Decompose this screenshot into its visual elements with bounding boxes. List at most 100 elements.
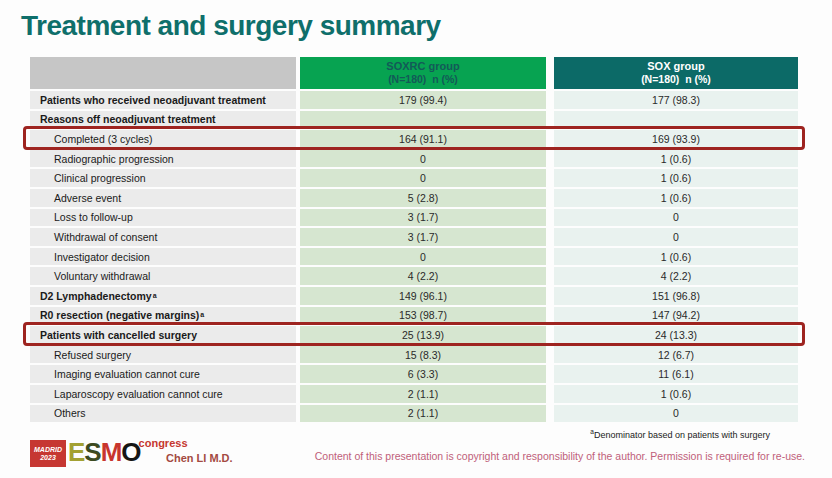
row-label: Others (30, 405, 296, 423)
madrid-2023-badge: MADRID 2023 (30, 440, 66, 467)
sox-value: 1 (0.6) (554, 169, 798, 187)
table-row: Refused surgery15 (8.3)12 (6.7) (30, 346, 798, 364)
soxrc-group-sublabel: (N=180) n (%) (388, 73, 458, 86)
column-gap (546, 228, 554, 246)
sox-value: 0 (554, 209, 798, 227)
column-gap (546, 307, 554, 325)
table-row: Patients who received neoadjuvant treatm… (30, 91, 798, 109)
table-row: Others2 (1.1) 0 (30, 405, 798, 423)
column-gap (546, 130, 554, 148)
sox-value: 0 (554, 405, 798, 423)
page-title: Treatment and surgery summary (21, 10, 441, 42)
soxrc-group-label: SOXRC group (386, 60, 459, 74)
soxrc-value: 0 (300, 150, 546, 168)
sox-value: 1 (0.6) (554, 189, 798, 207)
row-label: Adverse event (30, 189, 296, 207)
table-row: Investigator decision0 1 (0.6) (30, 248, 798, 266)
soxrc-value: 15 (8.3) (300, 346, 546, 364)
table-header: SOXRC group (N=180) n (%) SOX group (N=1… (30, 57, 798, 89)
soxrc-value (300, 111, 546, 129)
esmo-wordmark: ESMO (68, 439, 141, 465)
sox-value: 169 (93.9) (554, 130, 798, 148)
soxrc-value: 0 (300, 248, 546, 266)
copyright-notice: Content of this presentation is copyrigh… (315, 450, 805, 462)
soxrc-value: 2 (1.1) (300, 405, 546, 423)
table-row: Radiographic progression01 (0.6) (30, 150, 798, 168)
row-label: Reasons off neoadjuvant treatment (30, 111, 296, 129)
row-label: Voluntary withdrawal (30, 267, 296, 285)
table-row: Adverse event5 (2.8) 1 (0.6) (30, 189, 798, 207)
row-label: Patients with cancelled surgery (30, 326, 296, 344)
column-gap (546, 209, 554, 227)
soxrc-value: 3 (1.7) (300, 209, 546, 227)
sox-value (554, 111, 798, 129)
summary-table: SOXRC group (N=180) n (%) SOX group (N=1… (30, 57, 798, 424)
column-gap (546, 385, 554, 403)
table-row: Patients with cancelled surgery25 (13.9)… (30, 326, 798, 344)
column-gap (546, 346, 554, 364)
sox-column-header: SOX group (N=180) n (%) (554, 57, 798, 89)
presenter-name: Chen LI M.D. (166, 452, 233, 464)
corner-cell (30, 57, 296, 89)
sox-value: 151 (96.8) (554, 287, 798, 305)
sox-value: 24 (13.3) (554, 326, 798, 344)
column-gap (546, 405, 554, 423)
sox-group-sublabel: (N=180) n (%) (641, 73, 711, 86)
sox-value: 147 (94.2) (554, 307, 798, 325)
soxrc-column-header: SOXRC group (N=180) n (%) (300, 57, 546, 89)
sox-group-label: SOX group (647, 60, 704, 74)
footnote: aDenominator based on patients with surg… (590, 428, 770, 440)
column-gap (546, 326, 554, 344)
row-label: Radiographic progression (30, 150, 296, 168)
row-label: D2 Lymphadenectomya (30, 287, 296, 305)
column-gap (546, 248, 554, 266)
esmo-congress-logo: MADRID 2023 ESMO congress (30, 437, 188, 467)
table-body: Patients who received neoadjuvant treatm… (30, 91, 798, 422)
sox-value: 12 (6.7) (554, 346, 798, 364)
table-row: Withdrawal of consent3 (1.7)0 (30, 228, 798, 246)
slide: Treatment and surgery summary SOXRC grou… (0, 0, 832, 478)
column-gap (546, 91, 554, 109)
congress-label: congress (139, 437, 188, 449)
table-row: Loss to follow-up3 (1.7) 0 (30, 209, 798, 227)
sox-value: 11 (6.1) (554, 365, 798, 383)
table-row: Reasons off neoadjuvant treatment (30, 111, 798, 129)
row-label: R0 resection (negative margins)a (30, 307, 296, 325)
table-row: D2 Lymphadenectomya149 (96.1)151 (96.8) (30, 287, 798, 305)
sox-value: 0 (554, 228, 798, 246)
sox-value: 177 (98.3) (554, 91, 798, 109)
row-label: Investigator decision (30, 248, 296, 266)
soxrc-value: 25 (13.9) (300, 326, 546, 344)
row-label: Imaging evaluation cannot cure (30, 365, 296, 383)
column-gap (546, 287, 554, 305)
soxrc-value: 164 (91.1) (300, 130, 546, 148)
year-label: 2023 (40, 454, 56, 462)
table-row: Completed (3 cycles)164 (91.1) 169 (93.9) (30, 130, 798, 148)
column-gap (546, 169, 554, 187)
table-row: Clinical progression0 1 (0.6) (30, 169, 798, 187)
sox-value: 4 (2.2) (554, 267, 798, 285)
sox-value: 1 (0.6) (554, 385, 798, 403)
esmo-letter: E (68, 437, 84, 467)
soxrc-value: 5 (2.8) (300, 189, 546, 207)
column-gap (546, 267, 554, 285)
row-label: Patients who received neoadjuvant treatm… (30, 91, 296, 109)
soxrc-value: 4 (2.2) (300, 267, 546, 285)
esmo-letter: S (84, 437, 100, 467)
sox-value: 1 (0.6) (554, 248, 798, 266)
row-label: Loss to follow-up (30, 209, 296, 227)
column-gap (546, 57, 554, 89)
soxrc-value: 179 (99.4) (300, 91, 546, 109)
soxrc-value: 2 (1.1) (300, 385, 546, 403)
column-gap (546, 150, 554, 168)
madrid-label: MADRID (34, 446, 62, 454)
row-label: Clinical progression (30, 169, 296, 187)
soxrc-value: 0 (300, 169, 546, 187)
soxrc-value: 6 (3.3) (300, 365, 546, 383)
esmo-letter: M (101, 437, 122, 467)
row-label: Completed (3 cycles) (30, 130, 296, 148)
soxrc-value: 153 (98.7) (300, 307, 546, 325)
table-row: R0 resection (negative margins)a153 (98.… (30, 307, 798, 325)
table-row: Laparoscopy evaluation cannot cure2 (1.1… (30, 385, 798, 403)
table-row: Imaging evaluation cannot cure6 (3.3) 11 … (30, 365, 798, 383)
